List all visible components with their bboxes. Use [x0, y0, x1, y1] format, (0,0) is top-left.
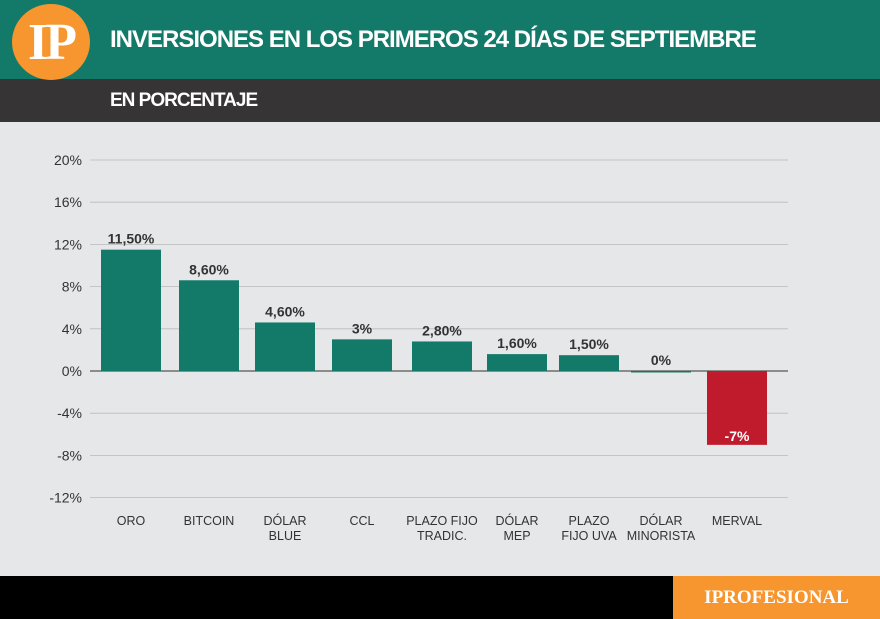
x-tick-label: MINORISTA: [627, 529, 696, 543]
x-tick-label: PLAZO: [569, 514, 610, 528]
y-tick-label: 8%: [62, 279, 82, 295]
x-tick-label: BITCOIN: [184, 514, 235, 528]
data-label: 1,50%: [569, 336, 609, 352]
header-band: [0, 0, 880, 79]
y-tick-label: 12%: [54, 236, 82, 252]
data-label: 2,80%: [422, 322, 462, 338]
bar: [487, 354, 547, 371]
y-tick-label: 0%: [62, 363, 82, 379]
chart-title: INVERSIONES EN LOS PRIMEROS 24 DÍAS DE S…: [110, 26, 757, 53]
iprofesional-brand: IPROFESIONAL: [673, 576, 880, 619]
bar: [559, 355, 619, 371]
subheader-band: [0, 79, 880, 122]
y-tick-label: 16%: [54, 194, 82, 210]
bar: [101, 249, 161, 371]
x-tick-label: PLAZO FIJO: [406, 514, 478, 528]
bar: [631, 371, 691, 373]
x-tick-label: FIJO UVA: [561, 529, 617, 543]
data-label: 11,50%: [108, 231, 155, 247]
y-tick-label: 20%: [54, 152, 82, 168]
data-label: -7%: [725, 428, 750, 444]
chart-subtitle: EN PORCENTAJE: [110, 90, 258, 111]
y-tick-label: -8%: [57, 447, 82, 463]
data-label: 1,60%: [497, 335, 537, 351]
data-label: 3%: [352, 320, 373, 336]
x-tick-label: DÓLAR: [639, 513, 682, 528]
x-tick-label: MERVAL: [712, 514, 762, 528]
y-tick-label: -4%: [57, 405, 82, 421]
bar-chart: 20% 16% 12% 8% 4% 0% -4% -8% -12% 11,50% ORO 8,60% B…: [49, 152, 788, 543]
x-tick-label: DÓLAR: [495, 513, 538, 528]
data-label: 8,60%: [189, 261, 229, 277]
y-tick-label: -12%: [49, 490, 82, 506]
x-tick-label: MEP: [503, 529, 530, 543]
x-tick-label: ORO: [117, 514, 146, 528]
x-tick-label: CCL: [349, 514, 374, 528]
x-tick-label: DÓLAR: [263, 513, 306, 528]
bar: [179, 280, 239, 371]
bar: [707, 371, 767, 445]
data-label: 0%: [651, 352, 672, 368]
x-tick-label: BLUE: [269, 529, 302, 543]
bar: [332, 339, 392, 371]
x-tick-label: TRADIC.: [417, 529, 467, 543]
ip-logo: IP: [12, 4, 90, 80]
bar: [255, 322, 315, 371]
data-label: 4,60%: [265, 303, 305, 319]
bar: [412, 341, 472, 371]
y-tick-label: 4%: [62, 321, 82, 337]
